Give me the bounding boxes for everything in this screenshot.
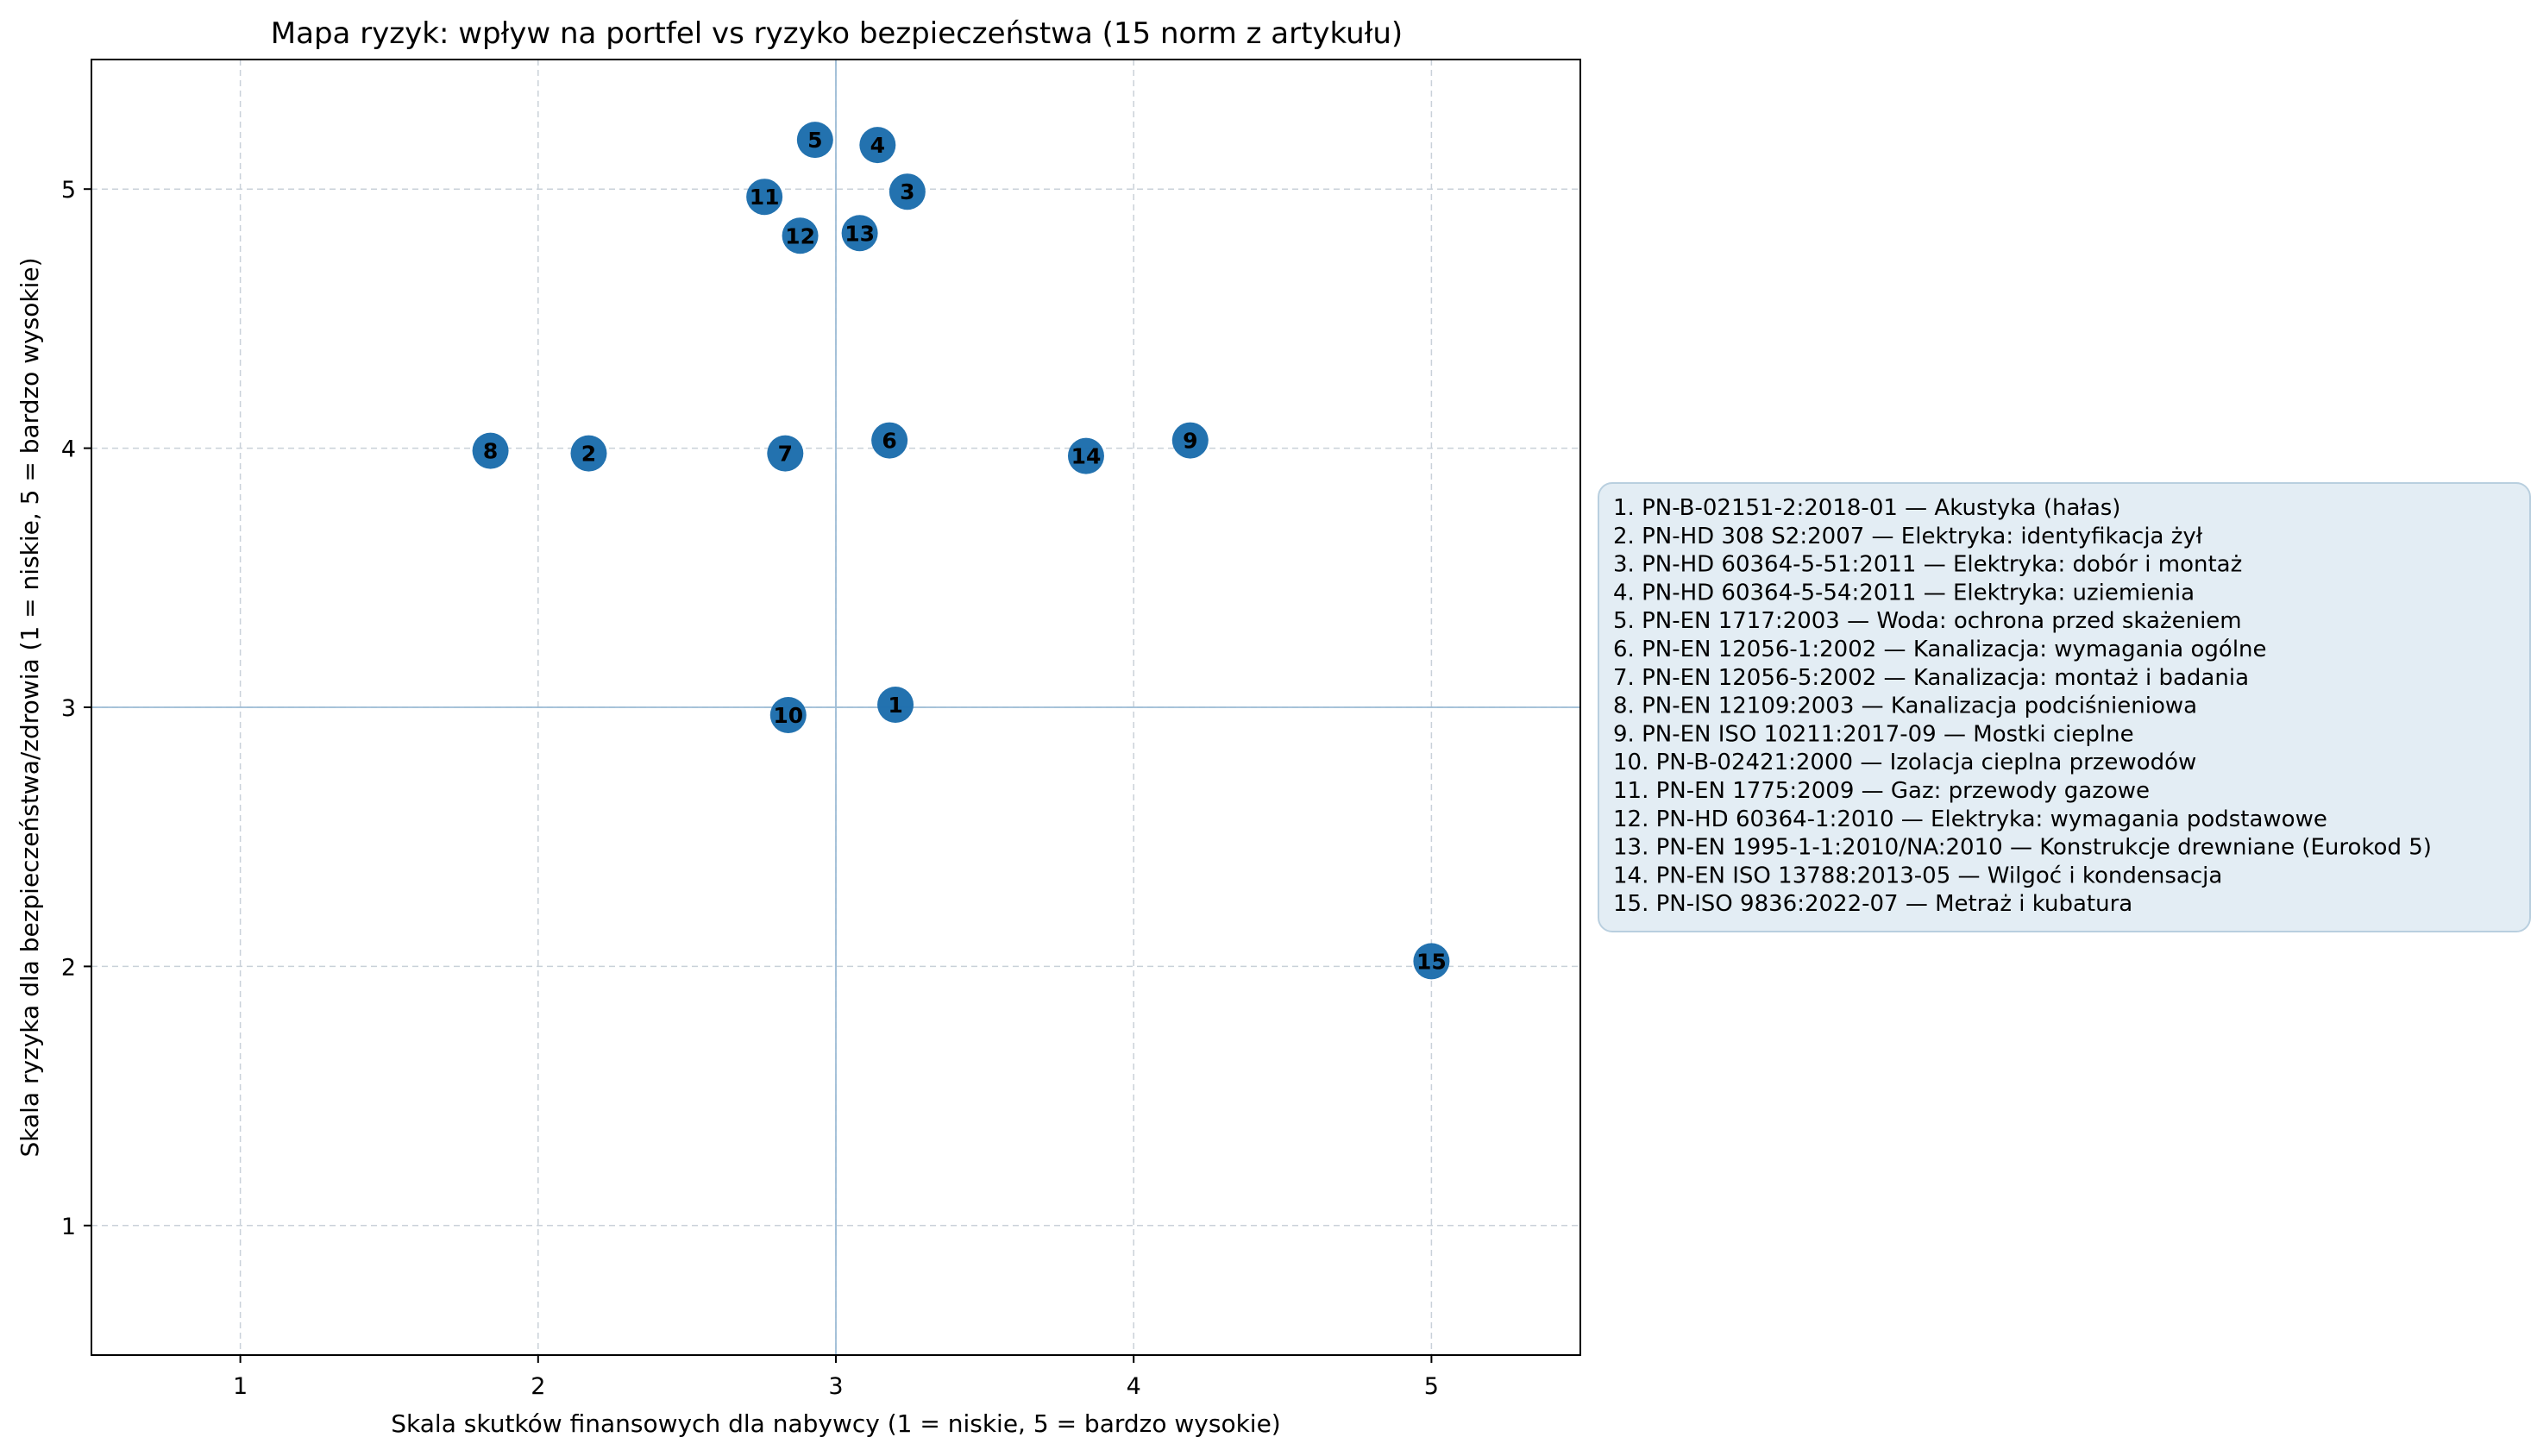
point-marker (841, 215, 878, 252)
reference-lines (91, 60, 1580, 1355)
point-marker (1171, 422, 1209, 459)
legend: 1. PN-B-02151-2:2018-01 — Akustyka (hała… (1598, 482, 2531, 932)
y-axis-label: Skala ryzyka dla bezpieczeństwa/zdrowia … (16, 257, 44, 1157)
data-point-7: 7 (767, 435, 804, 472)
data-point-6: 6 (871, 422, 908, 459)
point-label: 14 (1071, 444, 1102, 469)
point-label: 10 (773, 703, 803, 728)
x-tick-label: 5 (1424, 1373, 1439, 1400)
point-label: 5 (807, 128, 822, 153)
data-point-9: 9 (1171, 422, 1209, 459)
legend-entry: 13. PN-EN 1995-1-1:2010/NA:2010 — Konstr… (1613, 835, 2432, 861)
data-point-8: 8 (472, 432, 509, 469)
legend-entry: 8. PN-EN 12109:2003 — Kanalizacja podciś… (1613, 693, 2197, 719)
point-marker (877, 686, 914, 723)
legend-box (1598, 482, 2531, 932)
legend-entry: 11. PN-EN 1775:2009 — Gaz: przewody gazo… (1613, 778, 2150, 804)
legend-entry: 10. PN-B-02421:2000 — Izolacja cieplna p… (1613, 750, 2196, 775)
legend-entry: 12. PN-HD 60364-1:2010 — Elektryka: wyma… (1613, 806, 2327, 832)
data-point-11: 11 (746, 179, 783, 216)
y-tick-label: 4 (61, 436, 76, 463)
data-point-1: 1 (877, 686, 914, 723)
point-label: 3 (900, 179, 914, 204)
y-tick-label: 5 (61, 177, 76, 204)
x-tick-label: 3 (828, 1373, 843, 1400)
point-marker (782, 217, 819, 254)
point-label: 2 (581, 442, 596, 467)
point-marker (796, 122, 833, 159)
data-point-4: 4 (859, 127, 896, 164)
point-marker (871, 422, 908, 459)
x-tick-label: 4 (1127, 1373, 1141, 1400)
legend-entry: 15. PN-ISO 9836:2022-07 — Metraż i kubat… (1613, 891, 2132, 917)
legend-entries: 1. PN-B-02151-2:2018-01 — Akustyka (hała… (1613, 495, 2432, 917)
x-axis-ticks: 1 2 3 4 5 (233, 1355, 1439, 1400)
legend-entry: 2. PN-HD 308 S2:2007 — Elektryka: identy… (1613, 524, 2203, 549)
x-tick-label: 2 (531, 1373, 545, 1400)
chart-title: Mapa ryzyk: wpływ na portfel vs ryzyko b… (271, 16, 1403, 51)
point-label: 6 (882, 429, 896, 454)
point-label: 1 (888, 693, 902, 718)
legend-entry: 4. PN-HD 60364-5-54:2011 — Elektryka: uz… (1613, 580, 2195, 606)
legend-entry: 7. PN-EN 12056-5:2002 — Kanalizacja: mon… (1613, 665, 2249, 691)
data-point-15: 15 (1413, 943, 1450, 980)
point-label: 13 (845, 221, 875, 246)
y-tick-label: 3 (61, 695, 76, 722)
legend-entry: 6. PN-EN 12056-1:2002 — Kanalizacja: wym… (1613, 637, 2267, 662)
point-label: 4 (870, 133, 885, 158)
point-marker (767, 435, 804, 472)
data-point-10: 10 (769, 697, 807, 734)
data-point-13: 13 (841, 215, 878, 252)
data-point-3: 3 (889, 173, 926, 210)
point-marker (746, 179, 783, 216)
y-tick-label: 1 (61, 1214, 76, 1240)
data-point-12: 12 (782, 217, 819, 254)
point-marker (570, 435, 607, 472)
point-label: 9 (1183, 429, 1197, 454)
x-axis-label: Skala skutków finansowych dla nabywcy (1… (391, 1409, 1280, 1438)
point-marker (889, 173, 926, 210)
y-tick-label: 2 (61, 954, 76, 981)
x-tick-label: 1 (233, 1373, 248, 1400)
data-point-5: 5 (796, 122, 833, 159)
point-label: 12 (785, 223, 815, 248)
point-label: 8 (483, 439, 498, 464)
legend-entry: 1. PN-B-02151-2:2018-01 — Akustyka (hała… (1613, 495, 2120, 521)
legend-entry: 14. PN-EN ISO 13788:2013-05 — Wilgoć i k… (1613, 863, 2222, 888)
y-axis-ticks: 1 2 3 4 5 (61, 177, 91, 1240)
point-label: 11 (750, 185, 780, 210)
legend-entry: 3. PN-HD 60364-5-51:2011 — Elektryka: do… (1613, 552, 2242, 578)
data-point-2: 2 (570, 435, 607, 472)
point-marker (859, 127, 896, 164)
point-marker (1413, 943, 1450, 980)
point-marker (1067, 437, 1104, 474)
legend-entry: 9. PN-EN ISO 10211:2017-09 — Mostki ciep… (1613, 721, 2134, 747)
point-marker (769, 697, 807, 734)
point-label: 7 (778, 442, 793, 467)
point-label: 15 (1416, 949, 1447, 974)
data-point-14: 14 (1067, 437, 1104, 474)
point-marker (472, 432, 509, 469)
legend-entry: 5. PN-EN 1717:2003 — Woda: ochrona przed… (1613, 608, 2242, 634)
